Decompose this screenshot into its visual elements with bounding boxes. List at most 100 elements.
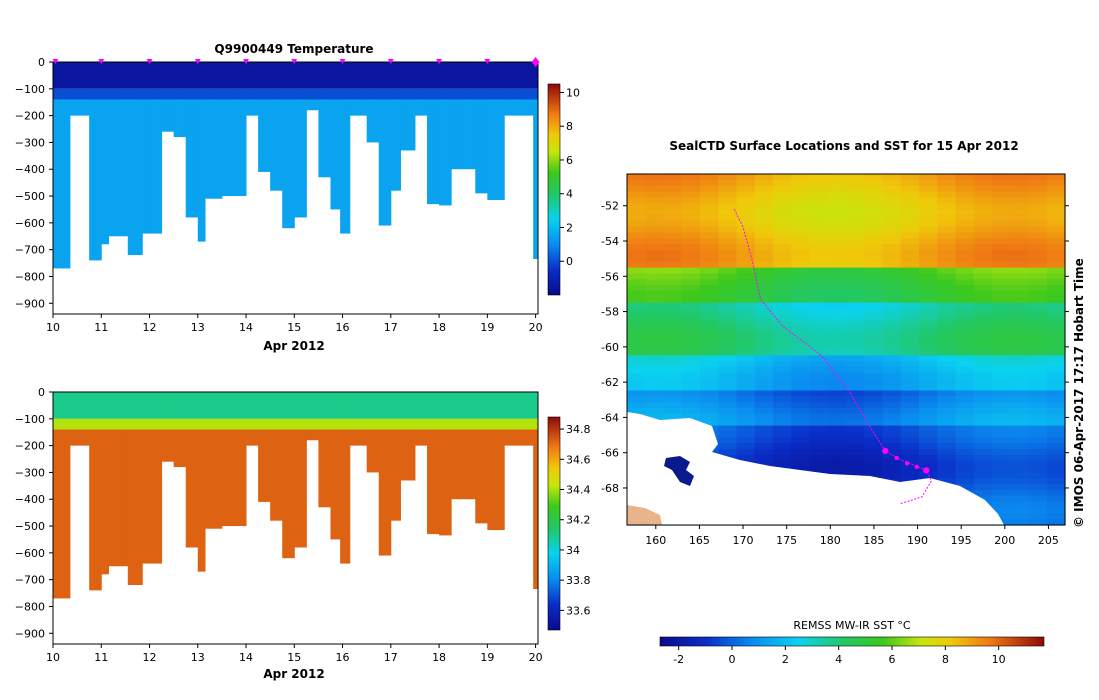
sst-cell <box>973 454 993 462</box>
thermocline-cell <box>523 88 534 100</box>
deep-water-cell <box>523 99 534 116</box>
sst-cell <box>992 402 1011 409</box>
sst-cell <box>827 396 847 403</box>
sst-cell <box>1010 302 1030 310</box>
sst-cell <box>1046 478 1066 485</box>
sst-cell <box>663 261 683 269</box>
sst-cell <box>809 302 829 310</box>
sst-cell <box>754 285 774 292</box>
sst-cell <box>864 402 884 409</box>
sst-cell <box>882 232 902 239</box>
sst-cell <box>900 197 920 204</box>
sst-cell <box>809 279 829 286</box>
sst-cell <box>827 232 847 239</box>
sst-cell <box>663 296 683 304</box>
sst-cell <box>681 390 701 397</box>
sst-cell <box>882 425 902 432</box>
sst-cell <box>718 273 738 280</box>
sst-cell <box>900 390 920 397</box>
sst-cell <box>919 349 938 356</box>
sst-cell <box>736 226 756 234</box>
sst-cell <box>754 232 774 239</box>
sst-cell <box>827 343 847 351</box>
sst-cell <box>900 226 920 234</box>
sst-cell <box>955 214 975 222</box>
sst-cell <box>827 431 847 438</box>
sst-cell <box>955 203 975 210</box>
sst-cell <box>955 361 975 368</box>
sst-cell <box>681 214 701 222</box>
sst-cell <box>718 185 738 193</box>
sst-cell <box>700 185 719 193</box>
sst-cell <box>1046 220 1066 228</box>
sst-cell <box>846 302 865 310</box>
x-tick-label: 12 <box>143 651 157 664</box>
sst-cell <box>1028 209 1048 216</box>
sst-cell <box>700 203 719 210</box>
surface-layer-cell <box>475 62 488 89</box>
map-x-tick-label: 170 <box>733 534 754 547</box>
sst-cell <box>645 296 665 304</box>
sst-cell <box>791 191 811 198</box>
sst-cell <box>846 431 865 438</box>
sst-cell <box>919 267 938 275</box>
sst-cell <box>846 378 865 386</box>
deep-water-cell <box>149 429 163 564</box>
sst-cell <box>900 372 920 380</box>
sst-cell <box>681 267 701 275</box>
deep-water-cell <box>427 429 440 535</box>
sst-cell <box>846 179 865 187</box>
sst-cell <box>645 337 665 345</box>
sst-cell <box>754 185 774 193</box>
sst-cell <box>754 419 774 427</box>
sst-cell <box>900 320 920 327</box>
sst-cell <box>809 244 829 251</box>
deep-water-cell <box>161 99 175 132</box>
sst-cell <box>919 331 938 339</box>
sst-cell <box>846 349 865 356</box>
sst-cell <box>791 226 811 234</box>
thermocline-cell <box>487 88 505 100</box>
map-y-tick-label: -56 <box>601 270 619 283</box>
sst-cell <box>827 179 847 187</box>
sst-cell <box>718 326 738 333</box>
sst-cell <box>700 214 719 222</box>
sst-cell <box>627 367 646 374</box>
sst-cell <box>937 296 957 304</box>
sst-cell <box>791 367 811 374</box>
thermocline-cell <box>306 88 319 100</box>
sst-cell <box>718 413 738 421</box>
sst-cell <box>846 197 865 204</box>
sst-cell <box>791 244 811 251</box>
y-tick-label: −900 <box>15 627 45 640</box>
sst-cell <box>700 396 719 403</box>
deep-water-cell <box>246 99 259 116</box>
sst-cell <box>791 419 811 427</box>
surface-layer-cell <box>378 392 392 419</box>
sst-cell <box>773 209 792 216</box>
sst-cell <box>846 250 865 257</box>
sst-cell <box>736 372 756 380</box>
sst-cell <box>973 361 993 368</box>
deep-water-cell <box>108 429 119 567</box>
sst-cell <box>645 355 665 362</box>
sst-cell <box>973 179 993 187</box>
sst-cell <box>955 238 975 245</box>
sst-cell <box>627 232 646 239</box>
sst-cell <box>955 396 975 403</box>
sst-cell <box>1046 519 1066 526</box>
sst-cell <box>791 466 811 473</box>
sst-cell <box>827 460 847 468</box>
sst-cell <box>791 174 811 181</box>
sst-cell <box>827 302 847 310</box>
sst-cell <box>1010 174 1030 181</box>
sst-cell <box>663 267 683 275</box>
sst-cell <box>864 443 884 450</box>
sst-cell <box>1046 390 1066 397</box>
sst-cell <box>919 326 938 333</box>
sst-cell <box>700 349 719 356</box>
sst-cell <box>1028 302 1048 310</box>
sst-cell <box>882 367 902 374</box>
sst-cell <box>937 238 957 245</box>
sst-cell <box>736 273 756 280</box>
